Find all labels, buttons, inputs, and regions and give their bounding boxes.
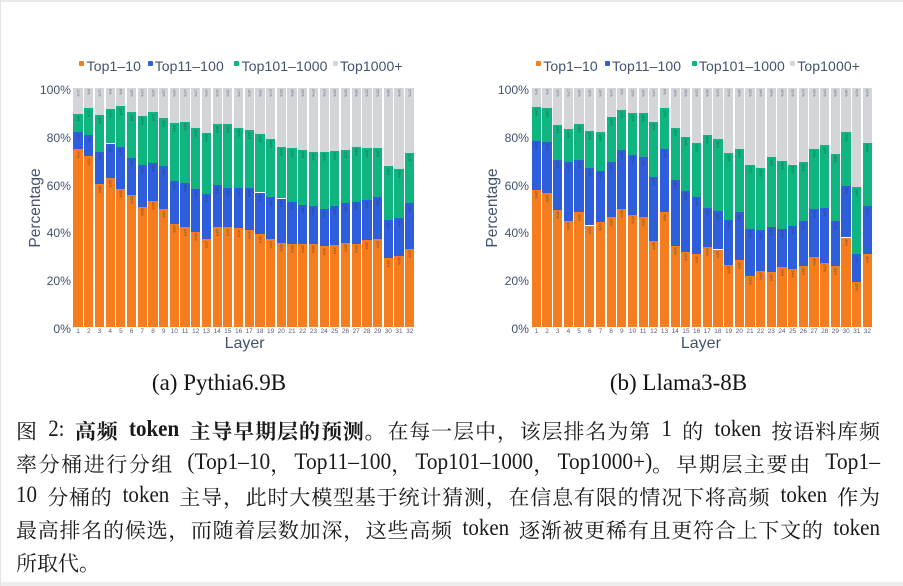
svg-text:10: 10	[16, 482, 37, 507]
svg-text:Top101–1000: Top101–1000	[415, 449, 533, 474]
svg-text:Top1000+): Top1000+)	[558, 449, 653, 474]
svg-text:token: token	[715, 416, 762, 441]
svg-text:Top11–100: Top11–100	[294, 449, 391, 474]
svg-text:token: token	[463, 515, 510, 540]
svg-text:token: token	[781, 482, 828, 507]
svg-text:1: 1	[661, 416, 672, 441]
svg-text:token: token	[129, 416, 179, 441]
svg-text:Top1–: Top1–	[825, 449, 880, 474]
svg-text:token: token	[123, 482, 170, 507]
svg-text:2:: 2:	[48, 416, 64, 441]
svg-text:token: token	[833, 515, 880, 540]
svg-text:(Top1–10: (Top1–10	[187, 449, 270, 474]
